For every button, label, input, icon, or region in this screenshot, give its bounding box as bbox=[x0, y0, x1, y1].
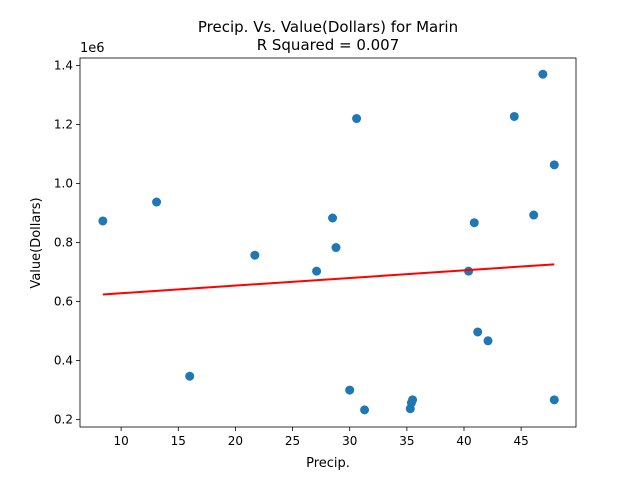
data-point bbox=[352, 114, 362, 124]
data-point bbox=[464, 266, 474, 276]
data-point bbox=[549, 395, 559, 405]
x-tick-label: 45 bbox=[514, 434, 529, 448]
y-tick-label: 1.0 bbox=[54, 176, 73, 190]
chart-title: Precip. Vs. Value(Dollars) for Marin bbox=[198, 18, 458, 36]
y-tick-label: 1.4 bbox=[54, 58, 73, 72]
x-tick-label: 35 bbox=[399, 434, 414, 448]
x-tick-label: 20 bbox=[228, 434, 243, 448]
data-point bbox=[312, 266, 322, 276]
x-tick-label: 25 bbox=[285, 434, 300, 448]
y-tick-label: 0.2 bbox=[54, 413, 73, 427]
axes-frame bbox=[79, 57, 577, 428]
y-tick-label: 1.2 bbox=[54, 117, 73, 131]
data-point bbox=[538, 69, 548, 79]
x-tick-label: 10 bbox=[114, 434, 129, 448]
data-point bbox=[469, 218, 479, 228]
data-point bbox=[483, 336, 493, 346]
chart-subtitle: R Squared = 0.007 bbox=[257, 36, 400, 54]
x-axis-label: Precip. bbox=[306, 456, 350, 471]
data-point bbox=[345, 385, 355, 395]
y-axis-label: Value(Dollars) bbox=[29, 197, 44, 288]
data-point bbox=[331, 243, 341, 253]
x-tick-label: 40 bbox=[456, 434, 471, 448]
y-tick-label: 0.8 bbox=[54, 236, 73, 250]
trendline bbox=[102, 263, 555, 296]
data-point bbox=[473, 327, 483, 337]
data-point bbox=[529, 210, 539, 220]
plot-area: 10 15 20 25 30 35 40 45 0.2 0.4 0.6 0.8 1.0 1.2 1.4 bbox=[54, 57, 577, 448]
data-point bbox=[549, 160, 559, 170]
x-tick-label: 30 bbox=[342, 434, 357, 448]
data-point bbox=[408, 395, 418, 405]
data-point bbox=[360, 405, 370, 415]
data-point bbox=[250, 250, 260, 260]
data-point bbox=[328, 213, 338, 223]
y-tick-label: 0.6 bbox=[54, 295, 73, 309]
data-point bbox=[509, 111, 519, 121]
data-point bbox=[152, 197, 162, 207]
y-tick-label: 0.4 bbox=[54, 354, 73, 368]
data-point bbox=[185, 371, 195, 381]
data-point bbox=[98, 216, 108, 226]
y-offset-label: 1e6 bbox=[80, 41, 105, 56]
x-tick-label: 15 bbox=[171, 434, 186, 448]
